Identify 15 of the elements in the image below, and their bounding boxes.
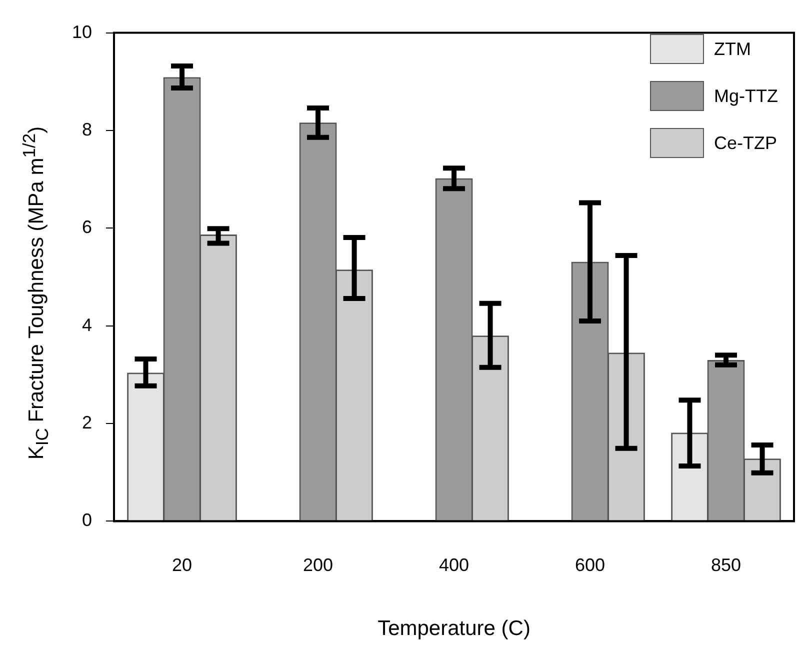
x-tick-label: 200 [302, 554, 334, 575]
y-tick-label: 4 [82, 314, 92, 335]
x-tick-label: 400 [438, 554, 470, 575]
y-tick-label: 2 [82, 412, 92, 432]
y-tick-label: 10 [72, 22, 92, 42]
x-tick-label: 20 [172, 554, 192, 575]
legend-label: Mg-TTZ [714, 86, 778, 106]
legend-label: Ce-TZP [714, 132, 778, 154]
x-axis-title: Temperature (C) [378, 617, 530, 640]
y-tick-label: 8 [82, 119, 92, 140]
x-tick-label: 600 [574, 554, 606, 575]
y-tick-label: 0 [82, 510, 92, 530]
x-tick-label: 850 [710, 554, 742, 575]
legend-label: ZTM [714, 38, 751, 60]
y-tick-label: 6 [82, 217, 92, 238]
